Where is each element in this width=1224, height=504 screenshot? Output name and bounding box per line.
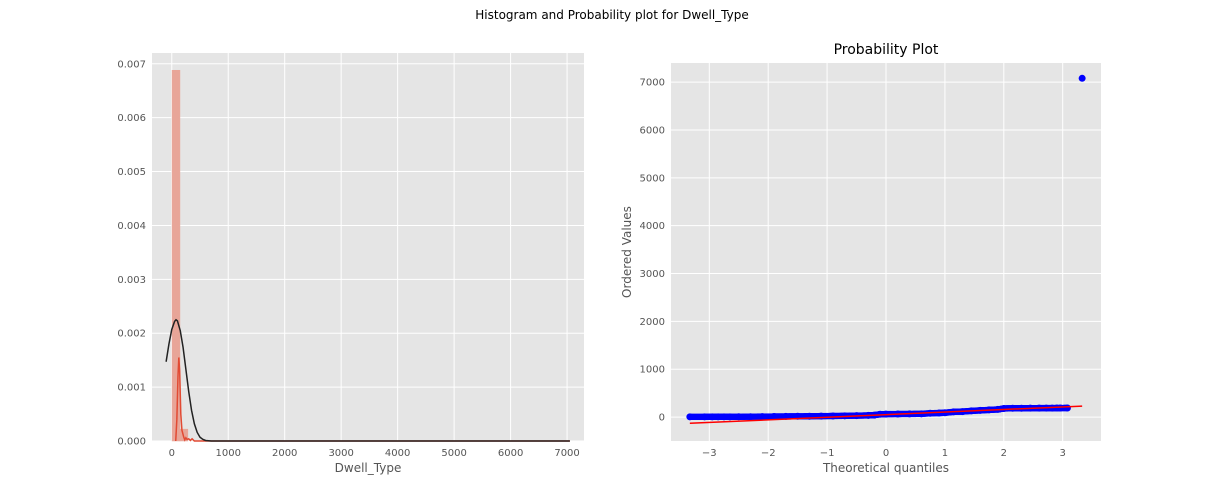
probability-plot-point (1078, 74, 1086, 82)
histogram-density-lines (165, 318, 570, 442)
probability-plot-y-tick-label: 4000 (640, 221, 665, 232)
histogram-bar (171, 69, 181, 442)
probability-plot-y-tick-labels: 0 1000 2000 3000 4000 5000 6000 7000 (640, 78, 665, 424)
normal-fit-line (165, 318, 570, 442)
histogram-y-tick-label: 0.003 (117, 275, 146, 286)
probability-plot-y-tick-label: 6000 (640, 125, 665, 136)
probability-plot-x-tick-label: 2 (1001, 448, 1007, 459)
probability-plot-point (829, 412, 837, 420)
figure-suptitle: Histogram and Probability plot for Dwell… (475, 8, 749, 22)
histogram-x-tick-label: 6000 (498, 448, 523, 459)
probability-plot-point (817, 412, 825, 420)
probability-plot-point (726, 413, 734, 421)
probability-plot-x-tick-label: −3 (702, 448, 717, 459)
histogram-x-tick-labels: 0 1000 2000 3000 4000 5000 6000 7000 (169, 448, 580, 459)
histogram-y-tick-label: 0.004 (117, 221, 146, 232)
probability-plot-y-axis-label: Ordered Values (620, 206, 634, 298)
histogram-x-tick-label: 1000 (216, 448, 241, 459)
histogram-x-tick-label: 0 (169, 448, 175, 459)
histogram-x-tick-label: 5000 (441, 448, 466, 459)
probability-plot-points (686, 74, 1086, 421)
histogram-x-tick-label: 2000 (272, 448, 297, 459)
histogram-y-tick-label: 0.001 (117, 383, 146, 394)
histogram-y-tick-label: 0.007 (117, 59, 146, 70)
probability-plot-point (1056, 404, 1064, 412)
probability-plot-x-tick-labels: −3 −2 −1 0 1 2 3 (702, 448, 1066, 459)
probability-plot-title: Probability Plot (834, 42, 939, 58)
histogram-y-tick-labels: 0.000 0.001 0.002 0.003 0.004 0.005 0.006 0.007 (117, 59, 146, 447)
histogram-x-tick-label: 3000 (328, 448, 353, 459)
probability-plot-point (686, 413, 694, 421)
probability-plot-point (701, 413, 709, 421)
probability-plot-point (708, 413, 716, 421)
histogram-plot-area (152, 53, 584, 441)
probability-plot-point (735, 413, 743, 421)
probability-plot-point (770, 413, 778, 421)
probability-plot-panel: −3 −2 −1 0 1 2 3 0 1000 2000 3000 4000 5000 6000 7000… (620, 42, 1101, 475)
histogram-y-tick-label: 0.006 (117, 113, 146, 124)
probability-plot-x-tick-label: 1 (942, 448, 948, 459)
probability-plot-point (1009, 404, 1017, 412)
histogram-panel: 0 1000 2000 3000 4000 5000 6000 7000 0.000 0.001… (117, 53, 584, 475)
probability-plot-y-tick-label: 3000 (640, 269, 665, 280)
probability-plot-x-tick-label: −1 (820, 448, 835, 459)
probability-plot-y-tick-label: 2000 (640, 317, 665, 328)
histogram-y-tick-label: 0.000 (117, 437, 146, 448)
probability-plot-y-tick-label: 1000 (640, 365, 665, 376)
histogram-y-tick-label: 0.002 (117, 329, 146, 340)
histogram-x-axis-label: Dwell_Type (335, 461, 402, 475)
probability-plot-y-tick-label: 5000 (640, 173, 665, 184)
probability-plot-x-tick-label: −2 (761, 448, 776, 459)
probability-plot-point (714, 413, 722, 421)
probability-plot-point (1000, 404, 1008, 412)
histogram-x-tick-label: 7000 (554, 448, 579, 459)
probability-plot-x-tick-label: 3 (1060, 448, 1066, 459)
probability-plot-y-tick-label: 0 (659, 413, 665, 424)
probability-plot-x-tick-label: 0 (883, 448, 889, 459)
probability-plot-fit-line (689, 405, 1083, 425)
probability-plot-point (758, 413, 766, 421)
probability-plot-x-axis-label: Theoretical quantiles (822, 461, 949, 475)
probability-plot-fit-line (689, 405, 1083, 425)
probability-plot-point (1063, 404, 1071, 412)
probability-plot-point (782, 412, 790, 420)
histogram-x-tick-label: 4000 (385, 448, 410, 459)
probability-plot-y-tick-label: 7000 (640, 78, 665, 89)
probability-plot-point (720, 413, 728, 421)
histogram-y-tick-label: 0.005 (117, 167, 146, 178)
probability-plot-point (747, 413, 755, 421)
